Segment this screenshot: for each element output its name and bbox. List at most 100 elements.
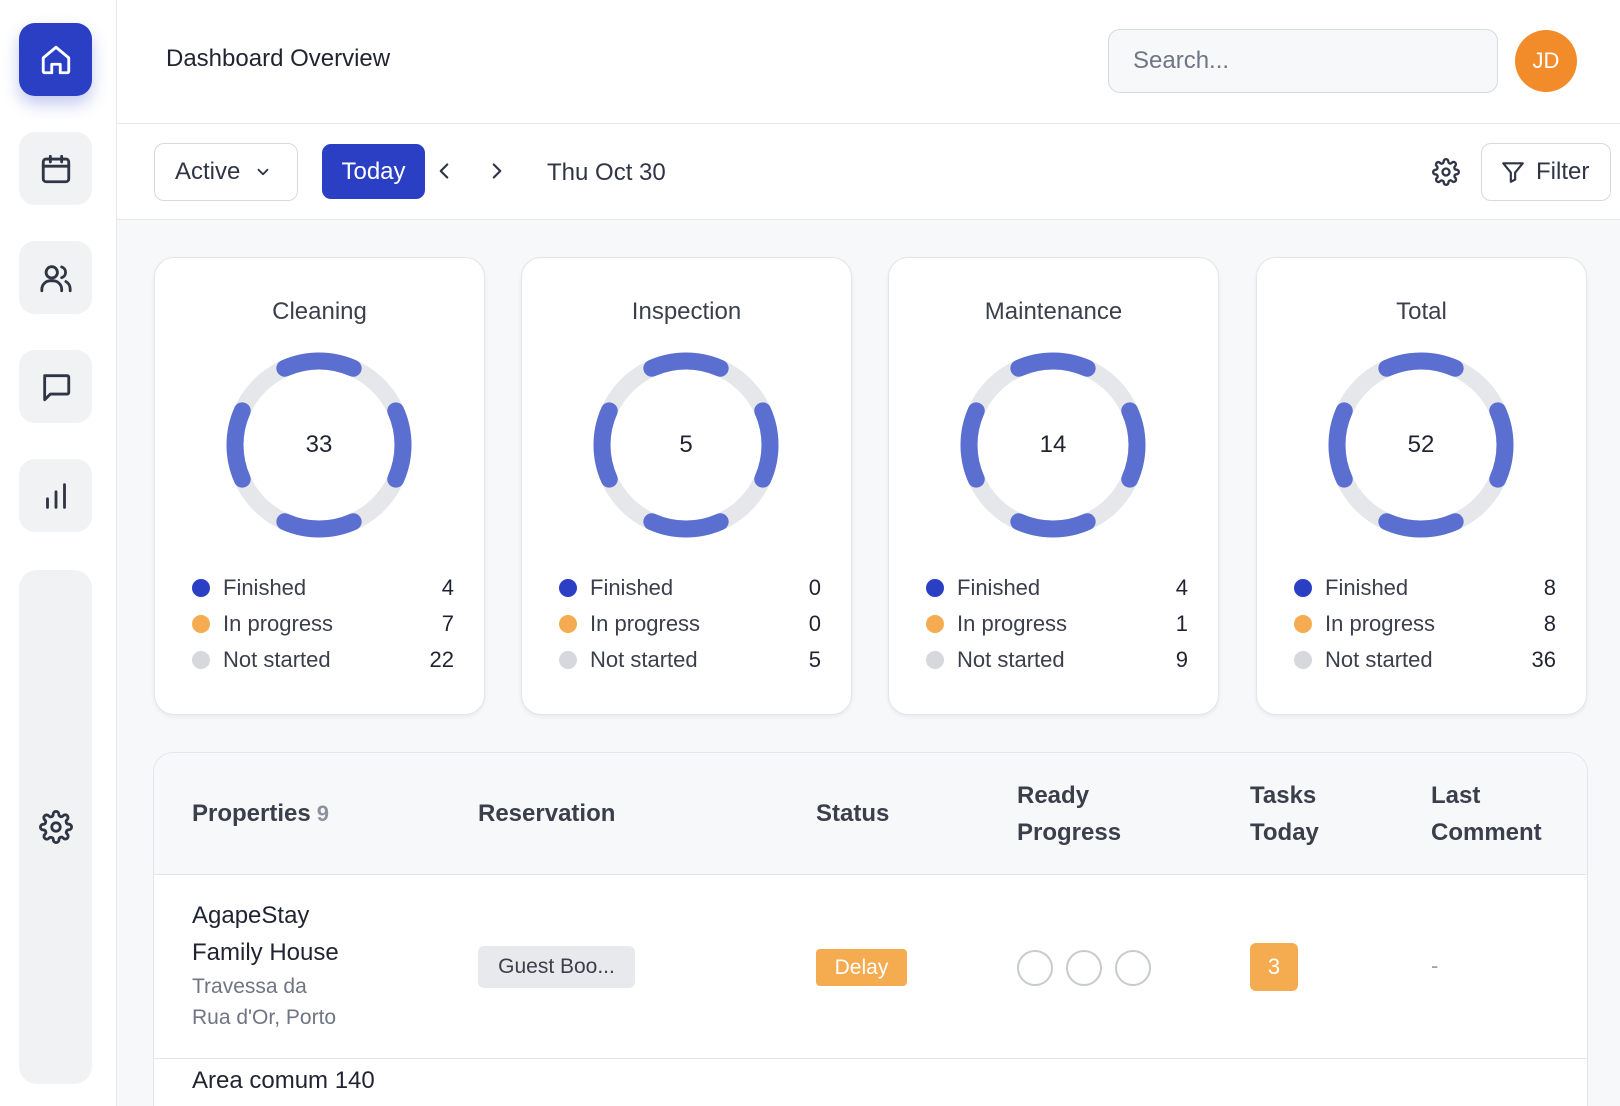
status-dropdown[interactable]: Active bbox=[154, 143, 298, 201]
address-line: Travessa da bbox=[192, 975, 307, 998]
donut-segment bbox=[1378, 352, 1464, 377]
header-properties[interactable]: Properties 9 bbox=[192, 795, 329, 832]
legend-finished: Finished 0 bbox=[559, 570, 821, 606]
finished-dot bbox=[559, 579, 577, 597]
reservation-chip[interactable]: Guest Boo... bbox=[478, 946, 635, 988]
legend-label: Finished bbox=[957, 575, 1041, 600]
stat-card-inspection[interactable]: Inspection 5 Finished 0 In progress 0 Not … bbox=[521, 257, 852, 715]
header-tasks-today[interactable]: Tasks Today bbox=[1250, 777, 1319, 851]
previous-day-button[interactable] bbox=[431, 158, 457, 184]
donut-segment bbox=[960, 402, 985, 488]
legend-value: 7 bbox=[441, 611, 454, 636]
finished-dot bbox=[192, 579, 210, 597]
legend-value: 22 bbox=[429, 647, 454, 672]
legend-value: 4 bbox=[1175, 575, 1188, 600]
property-name-line: Family House bbox=[192, 939, 339, 966]
header-ready-progress[interactable]: Ready Progress bbox=[1017, 777, 1121, 851]
table-row[interactable]: Area comum 140 bbox=[154, 1059, 1587, 1106]
progress-step-circle[interactable] bbox=[1017, 950, 1053, 986]
header-label: Ready bbox=[1017, 782, 1090, 809]
donut-chart bbox=[960, 352, 1146, 538]
header-label: Last bbox=[1431, 782, 1481, 809]
nav-messages-button[interactable] bbox=[19, 350, 92, 423]
not-started-dot bbox=[1294, 651, 1312, 669]
donut-segment bbox=[754, 402, 779, 488]
donut-segment bbox=[276, 352, 362, 377]
search-input[interactable] bbox=[1108, 29, 1498, 93]
header-label: Properties bbox=[192, 800, 311, 827]
card-legend: Finished 4 In progress 1 Not started 9 bbox=[926, 570, 1188, 678]
legend-in-progress: In progress 8 bbox=[1294, 606, 1556, 642]
avatar[interactable]: JD bbox=[1515, 30, 1577, 92]
status-dropdown-label: Active bbox=[175, 158, 241, 185]
donut-segment bbox=[226, 402, 251, 488]
calendar-icon bbox=[41, 154, 70, 183]
card-total: 33 bbox=[305, 431, 333, 458]
legend-value: 0 bbox=[808, 575, 821, 600]
next-day-button[interactable] bbox=[484, 158, 510, 184]
view-settings-button[interactable] bbox=[1432, 158, 1460, 186]
stat-card-maintenance[interactable]: Maintenance 14 Finished 4 In progress 1 No… bbox=[888, 257, 1219, 715]
legend-label: Not started bbox=[223, 647, 331, 672]
donut-segment bbox=[643, 513, 729, 538]
donut-chart bbox=[1328, 352, 1514, 538]
legend-label: Finished bbox=[590, 575, 674, 600]
donut-chart bbox=[593, 352, 779, 538]
today-button[interactable]: Today bbox=[322, 144, 425, 199]
card-legend: Finished 8 In progress 8 Not started 36 bbox=[1294, 570, 1556, 678]
legend-not-started: Not started 9 bbox=[926, 642, 1188, 678]
header-label: Progress bbox=[1017, 819, 1122, 846]
donut-segment bbox=[387, 402, 412, 488]
not-started-dot bbox=[926, 651, 944, 669]
stat-card-total[interactable]: Total 52 Finished 8 In progress 8 Not star… bbox=[1256, 257, 1587, 715]
card-title: Maintenance bbox=[984, 298, 1123, 325]
card-legend: Finished 0 In progress 0 Not started 5 bbox=[559, 570, 821, 678]
legend-label: Finished bbox=[1325, 575, 1409, 600]
page-title: Dashboard Overview bbox=[166, 45, 391, 72]
not-started-dot bbox=[192, 651, 210, 669]
filter-button[interactable]: Filter bbox=[1481, 143, 1611, 201]
header-last-comment[interactable]: Last Comment bbox=[1431, 777, 1542, 851]
current-date: Thu Oct 30 bbox=[547, 159, 666, 186]
table-row[interactable]: AgapeStay Family House Travessa da Rua d… bbox=[154, 875, 1587, 1059]
sidebar-bottom-panel bbox=[19, 570, 92, 1084]
table-header: Properties 9 Reservation Status Ready Pro… bbox=[154, 753, 1587, 875]
donut-segment bbox=[1010, 352, 1096, 377]
in-progress-dot bbox=[1294, 615, 1312, 633]
legend-label: Finished bbox=[223, 575, 307, 600]
header-reservation[interactable]: Reservation bbox=[478, 800, 616, 827]
header-status[interactable]: Status bbox=[816, 800, 890, 827]
property-name[interactable]: AgapeStay Family House bbox=[192, 897, 392, 971]
header-label: Tasks bbox=[1250, 782, 1317, 809]
donut-chart bbox=[226, 352, 412, 538]
card-total: 5 bbox=[679, 431, 693, 458]
home-icon bbox=[41, 45, 70, 74]
legend-in-progress: In progress 0 bbox=[559, 606, 821, 642]
legend-value: 36 bbox=[1531, 647, 1556, 672]
progress-step-circle[interactable] bbox=[1066, 950, 1102, 986]
donut-segment bbox=[593, 402, 618, 488]
chevron-right-icon bbox=[492, 163, 502, 179]
nav-reports-button[interactable] bbox=[19, 459, 92, 532]
donut-segment bbox=[1378, 513, 1464, 538]
legend-label: Not started bbox=[590, 647, 698, 672]
property-name[interactable]: Area comum 140 bbox=[192, 1067, 375, 1094]
nav-home-button[interactable] bbox=[19, 23, 92, 96]
nav-settings-button[interactable] bbox=[19, 790, 92, 863]
stat-card-cleaning[interactable]: Cleaning 33 Finished 4 In progress 7 Not s… bbox=[154, 257, 485, 715]
legend-finished: Finished 4 bbox=[192, 570, 454, 606]
card-total: 52 bbox=[1407, 431, 1435, 458]
properties-count-badge: 9 bbox=[316, 801, 329, 826]
legend-in-progress: In progress 7 bbox=[192, 606, 454, 642]
filter-icon bbox=[1502, 162, 1524, 183]
filter-label: Filter bbox=[1536, 158, 1590, 185]
card-title: Inspection bbox=[631, 298, 742, 325]
donut-segment bbox=[1010, 513, 1096, 538]
gear-icon bbox=[1432, 158, 1460, 186]
nav-calendar-button[interactable] bbox=[19, 132, 92, 205]
nav-users-button[interactable] bbox=[19, 241, 92, 314]
card-title: Cleaning bbox=[272, 298, 367, 325]
progress-step-circle[interactable] bbox=[1115, 950, 1151, 986]
header-label: Comment bbox=[1431, 819, 1542, 846]
tasks-today-badge[interactable]: 3 bbox=[1250, 943, 1298, 991]
